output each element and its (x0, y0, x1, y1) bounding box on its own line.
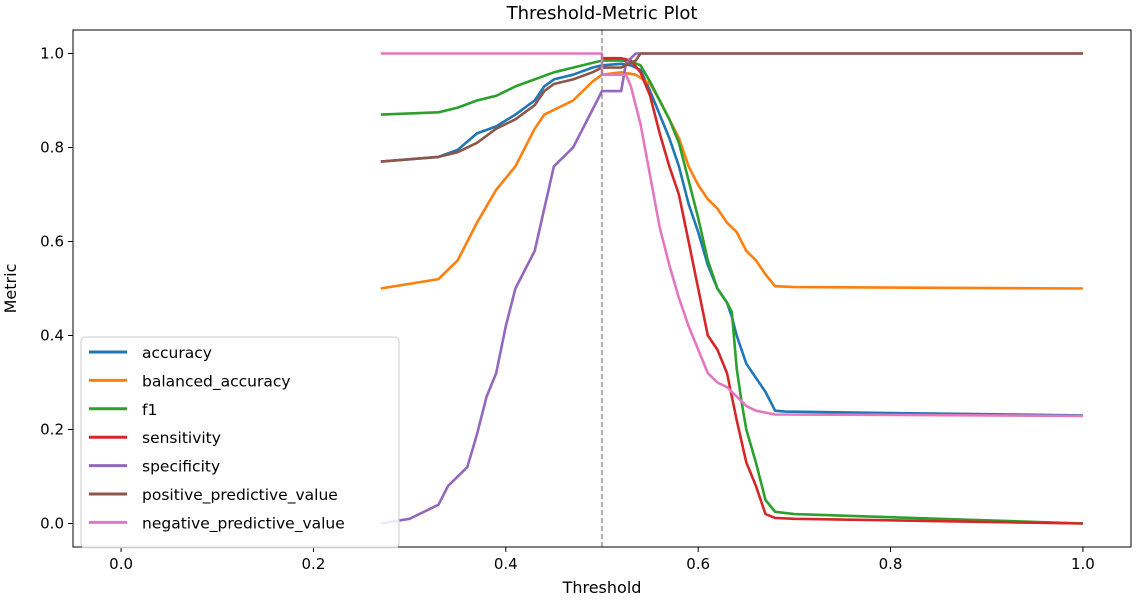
series-line-balanced-accuracy (380, 71, 1083, 290)
legend-label-balanced-accuracy: balanced_accuracy (142, 372, 291, 391)
y-tick-label: 0.4 (40, 327, 64, 345)
series-line-f1 (380, 59, 1083, 525)
y-tick-label: 0.2 (40, 421, 64, 439)
series-line-specificity (380, 52, 1083, 525)
legend-label-positive-predictive-value: positive_predictive_value (142, 486, 338, 505)
y-axis: 0.0 0.2 0.4 0.6 0.8 1.0 (40, 45, 73, 533)
x-tick-label: 0.6 (686, 555, 710, 573)
y-tick-label: 0.8 (40, 139, 64, 157)
legend: accuracy balanced_accuracy f1 sensitivity sp… (80, 336, 400, 549)
plot-frame (72, 29, 1132, 548)
x-tick-label: 0.8 (879, 555, 903, 573)
chart-title: Threshold-Metric Plot (506, 3, 698, 24)
legend-label-f1: f1 (142, 401, 157, 419)
x-tick-label: 1.0 (1071, 555, 1095, 573)
y-tick-label: 1.0 (40, 45, 64, 63)
legend-label-negative-predictive-value: negative_predictive_value (142, 514, 345, 533)
legend-label-sensitivity: sensitivity (142, 429, 221, 447)
series-line-accuracy (380, 62, 1083, 417)
legend-box (80, 336, 400, 549)
y-tick-label: 0.0 (40, 515, 64, 533)
series-line-positive-predictive-value (380, 52, 1083, 163)
series-line-sensitivity (602, 56, 1083, 525)
y-tick-label: 0.6 (40, 233, 64, 251)
y-axis-label: Metric (1, 264, 20, 314)
x-tick-label: 0.0 (109, 555, 133, 573)
legend-label-accuracy: accuracy (142, 344, 212, 362)
series-layer (380, 52, 1083, 525)
x-tick-label: 0.4 (494, 555, 518, 573)
series-line-negative-predictive-value (380, 52, 1083, 418)
x-axis: 0.0 0.2 0.4 0.6 0.8 1.0 (109, 547, 1095, 573)
x-tick-label: 0.2 (302, 555, 326, 573)
x-axis-label: Threshold (562, 578, 642, 597)
legend-label-specificity: specificity (142, 458, 220, 476)
